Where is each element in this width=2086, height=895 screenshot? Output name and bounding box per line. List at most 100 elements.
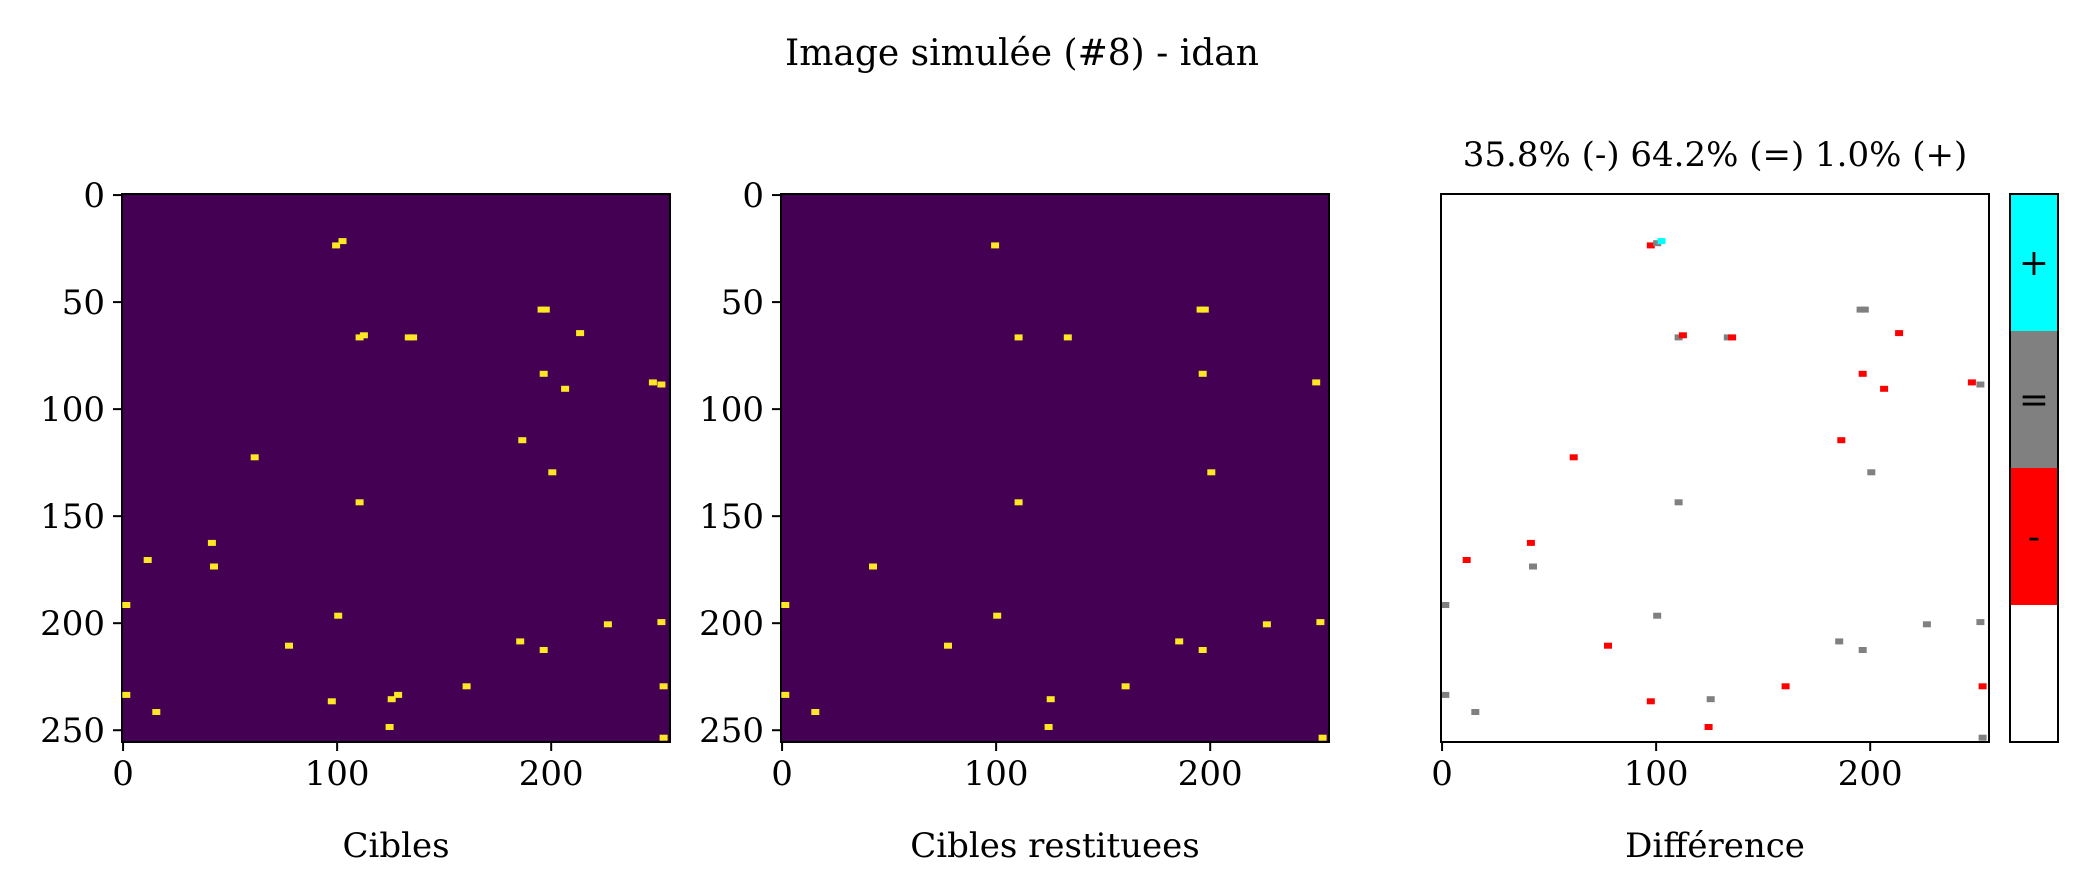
pixel-blob	[332, 242, 341, 249]
pixel-blob	[1856, 306, 1865, 313]
pixel-blob	[1653, 240, 1662, 247]
colorbar-label-equal: =	[2019, 380, 2049, 421]
pixel-blob	[1318, 734, 1327, 741]
panel-difference-frame	[1440, 193, 1990, 743]
pixel-blob	[1207, 469, 1216, 476]
pixel-blob	[1674, 499, 1683, 506]
panel-difference-ticks: 0 100 200	[1431, 742, 1903, 794]
pixel-blob	[1014, 499, 1023, 506]
pixel-blob	[1706, 696, 1715, 703]
pixel-blob	[811, 709, 820, 715]
pixel-blob	[250, 454, 259, 461]
panel-cibles: 0 100 200 0 50 100 150 200 250 Cibles	[40, 176, 671, 866]
pixel-blob	[1044, 724, 1053, 730]
pixel-blob	[143, 557, 152, 563]
pixel-blob	[122, 602, 131, 608]
pixel-blob	[1723, 334, 1732, 341]
colorbar: + = -	[2009, 193, 2059, 743]
pixel-blob	[1978, 734, 1987, 741]
pixel-blob	[648, 379, 657, 386]
x-tick-label: 0	[1431, 754, 1453, 794]
x-tick-label: 0	[771, 754, 793, 794]
panel-cibles-ticks: 0 100 200 0 50 100 150 200 250	[40, 176, 584, 794]
pixel-blob	[1262, 621, 1271, 628]
y-tick-label: 150	[40, 497, 105, 537]
pixel-blob	[1880, 385, 1889, 392]
pixel-blob	[385, 724, 394, 730]
pixel-blob	[991, 242, 1000, 249]
y-tick-label: 0	[83, 176, 105, 216]
y-tick-label: 50	[62, 283, 105, 323]
pixel-blob	[869, 563, 877, 570]
pixel-blob	[1922, 621, 1931, 628]
pixel-blob	[404, 334, 413, 341]
y-tick-label: 50	[721, 283, 764, 323]
pixel-blob	[541, 306, 550, 313]
pixel-blob	[1835, 638, 1844, 645]
pixel-blob	[1604, 642, 1612, 649]
panel-cibles-marks	[122, 238, 668, 741]
colorbar-equal-segment	[2010, 331, 2058, 468]
pixel-blob	[1316, 619, 1325, 626]
pixel-blob	[576, 330, 585, 337]
y-tick-label: 150	[699, 497, 764, 537]
pixel-blob	[1653, 612, 1662, 619]
x-tick-label: 100	[305, 754, 370, 794]
y-tick-label: 100	[699, 390, 764, 430]
pixel-blob	[122, 691, 131, 698]
pixel-blob	[1063, 334, 1072, 341]
pixel-blob	[516, 638, 525, 645]
pixel-blob	[327, 698, 336, 705]
panel-difference-xlabel: Différence	[1625, 826, 1805, 866]
pixel-blob	[1462, 557, 1471, 563]
pixel-blob	[1529, 563, 1537, 570]
pixel-blob	[1014, 334, 1023, 341]
pixel-blob	[1471, 709, 1480, 715]
pixel-blob	[548, 469, 557, 476]
pixel-blob	[1978, 683, 1987, 690]
pixel-blob	[1569, 454, 1578, 461]
pixel-blob	[539, 647, 548, 653]
pixel-blob	[1860, 306, 1869, 313]
pixel-blob	[152, 709, 161, 715]
y-tick-label: 200	[699, 604, 764, 644]
pixel-blob	[1704, 724, 1713, 730]
pixel-blob	[1837, 437, 1846, 444]
pixel-blob	[1976, 381, 1985, 388]
pixel-blob	[207, 539, 216, 546]
pixel-blob	[1198, 370, 1207, 377]
pixel-blob	[1678, 332, 1687, 339]
y-tick-label: 0	[742, 176, 764, 216]
y-tick-label: 250	[699, 711, 764, 751]
pixel-blob	[659, 683, 668, 690]
pixel-blob	[1858, 647, 1867, 653]
y-tick-label: 100	[40, 390, 105, 430]
pixel-blob	[1312, 379, 1321, 386]
x-tick-label: 200	[1838, 754, 1903, 794]
colorbar-none-segment	[2010, 605, 2058, 742]
pixel-blob	[210, 563, 218, 570]
pixel-blob	[1200, 306, 1209, 313]
pixel-blob	[1895, 330, 1904, 337]
y-tick-label: 250	[40, 711, 105, 751]
pixel-blob	[1858, 370, 1867, 377]
panel-cibles-restituees-marks	[781, 242, 1327, 741]
pixel-blob	[334, 612, 343, 619]
pixel-blob	[1674, 334, 1683, 341]
pixel-blob	[1526, 539, 1535, 546]
pixel-blob	[355, 499, 364, 506]
pixel-blob	[355, 334, 364, 341]
colorbar-plus-segment	[2010, 194, 2058, 331]
panel-cibles-image	[121, 193, 671, 743]
pixel-blob	[338, 238, 347, 245]
colorbar-label-plus: +	[2019, 243, 2049, 284]
pixel-blob	[1046, 696, 1055, 703]
pixel-blob	[1657, 238, 1666, 245]
pixel-blob	[1121, 683, 1130, 690]
pixel-blob	[1198, 647, 1207, 653]
pixel-blob	[537, 306, 546, 313]
figure-title: Image simulée (#8) - idan	[785, 33, 1259, 74]
panel-difference: 35.8% (-) 64.2% (=) 1.0% (+) 0 100 200 Dif…	[1431, 135, 1990, 866]
panel-difference-marks	[1441, 238, 1987, 741]
